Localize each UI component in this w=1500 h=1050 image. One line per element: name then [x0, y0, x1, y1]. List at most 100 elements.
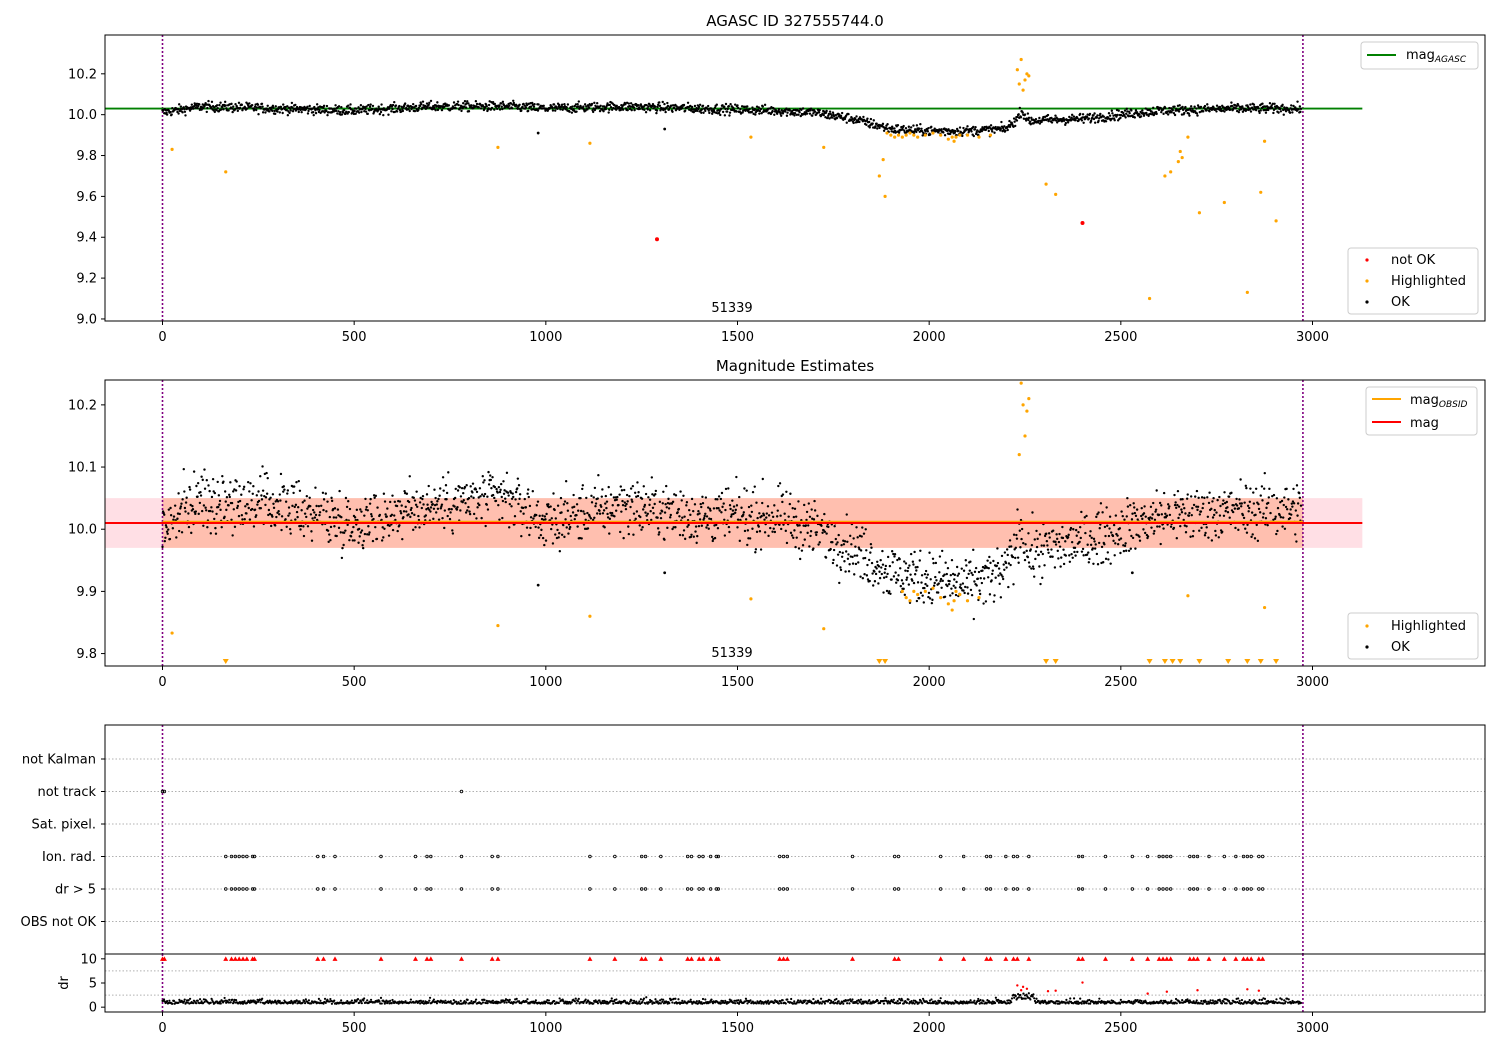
ok-point	[954, 586, 957, 589]
ok-point	[977, 598, 980, 602]
ok-point	[230, 102, 233, 106]
ok-point	[1060, 556, 1063, 559]
ok-point	[946, 584, 949, 588]
ok-point	[224, 104, 227, 107]
flag-point	[229, 854, 234, 859]
ok-point	[278, 111, 281, 114]
ok-point	[1158, 501, 1162, 505]
ok-point	[1235, 497, 1238, 501]
obsid-annotation: 51339	[711, 301, 752, 316]
ok-point	[309, 504, 312, 508]
ok-point	[966, 125, 969, 128]
flag-point	[1004, 854, 1008, 859]
ok-point	[489, 478, 493, 482]
ok-point	[628, 494, 631, 498]
ok-point	[644, 492, 648, 496]
ok-point	[735, 475, 738, 479]
ok-point	[959, 586, 963, 590]
ok-point	[884, 564, 888, 568]
ok-point	[1185, 525, 1188, 528]
ok-point	[780, 109, 783, 112]
ok-point	[608, 108, 611, 111]
ok-point	[1287, 108, 1291, 112]
ok-point	[573, 505, 576, 509]
ok-point	[989, 561, 992, 565]
highlighted-point	[1180, 155, 1184, 160]
out-of-range-marker	[1161, 659, 1168, 664]
ok-point	[1196, 505, 1200, 509]
dr-point	[525, 1000, 528, 1003]
ok-point	[1195, 107, 1198, 110]
ok-point	[706, 506, 710, 509]
ok-point	[882, 129, 886, 132]
ok-point	[1263, 108, 1266, 112]
ok-point	[753, 107, 756, 111]
ok-point	[937, 582, 940, 585]
ok-point	[318, 511, 322, 514]
ok-point	[1129, 503, 1132, 507]
ok-point	[743, 105, 746, 109]
dr-point	[653, 1001, 656, 1005]
ok-point	[1069, 119, 1073, 122]
ok-point	[845, 513, 848, 516]
ok-point	[340, 105, 343, 109]
ok-point	[649, 510, 652, 513]
ok-point	[353, 539, 356, 542]
dr-point	[369, 998, 373, 1001]
flag-point	[1191, 854, 1196, 859]
ok-point	[283, 488, 286, 491]
flag-point	[708, 887, 713, 891]
ok-point	[207, 99, 210, 103]
ok-point	[490, 106, 494, 110]
ok-point	[1049, 555, 1053, 558]
ok-point	[256, 503, 259, 506]
ok-point	[681, 516, 684, 519]
ok-point	[871, 572, 874, 575]
ok-point	[1083, 516, 1087, 519]
highlighted-point	[1274, 219, 1278, 223]
ok-point	[593, 108, 597, 112]
highlighted-point	[908, 131, 912, 135]
ok-point	[919, 591, 923, 595]
flag-label: Ion. rad.	[42, 850, 96, 865]
ok-point	[1134, 547, 1137, 550]
ok-point	[200, 108, 203, 111]
highlighted-point	[1147, 296, 1152, 301]
ok-point	[690, 497, 694, 501]
ok-point	[1054, 540, 1057, 544]
dr-point	[219, 1002, 222, 1005]
ok-point	[1072, 115, 1076, 118]
ok-point	[1250, 106, 1254, 109]
ok-point	[398, 524, 401, 527]
ok-point	[945, 572, 948, 576]
x-tick-label: 1500	[721, 1021, 754, 1036]
ok-point	[1290, 513, 1293, 516]
ok-point	[1271, 494, 1274, 498]
dr-point	[243, 1000, 246, 1003]
ok-point	[1113, 118, 1116, 122]
ok-point	[418, 104, 422, 108]
ok-point	[344, 529, 347, 532]
ok-point	[387, 534, 391, 537]
ok-point	[935, 579, 938, 582]
ok-point	[1214, 529, 1217, 533]
ok-point	[688, 508, 691, 512]
ok-point	[474, 488, 478, 491]
ok-point	[1254, 513, 1257, 517]
ok-point	[1026, 112, 1030, 115]
ok-point	[717, 507, 720, 510]
ok-point	[987, 576, 990, 579]
ok-point	[1278, 513, 1281, 517]
ok-point	[593, 516, 596, 520]
ok-point	[713, 106, 717, 109]
ok-point	[1116, 113, 1119, 117]
ok-point	[874, 572, 878, 576]
ok-point	[988, 593, 992, 596]
ok-point	[454, 487, 457, 491]
ok-point	[369, 103, 372, 106]
ok-point	[821, 531, 824, 535]
ok-point	[1258, 111, 1261, 115]
ok-point	[599, 104, 602, 107]
ok-point	[210, 106, 213, 109]
ok-point	[335, 534, 338, 538]
